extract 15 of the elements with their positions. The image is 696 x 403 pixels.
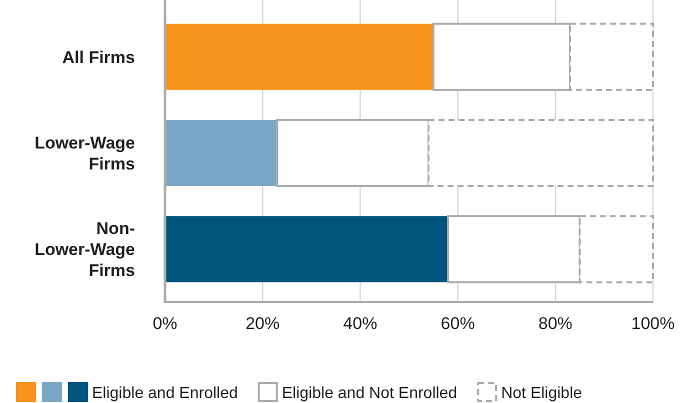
y-tick-label: All Firms — [62, 48, 135, 67]
x-tick-label: 20% — [246, 314, 280, 333]
y-tick-label: Non-Lower-Wage Firms — [34, 219, 135, 280]
x-tick-label: 80% — [538, 314, 572, 333]
x-tick-label: 60% — [440, 314, 475, 333]
legend-label: Not Eligible — [501, 385, 582, 402]
bar — [165, 216, 448, 282]
legend-label: Eligible and Not Enrolled — [282, 385, 458, 402]
x-tick-label: 0% — [152, 314, 178, 333]
legend-label: Eligible and Enrolled — [92, 385, 238, 402]
x-tick-label: 100% — [631, 314, 675, 333]
x-tick-label: 40% — [343, 314, 378, 333]
y-tick-label: Lower-Wage Firms — [34, 134, 135, 174]
bar — [165, 120, 278, 186]
bar — [165, 24, 434, 90]
